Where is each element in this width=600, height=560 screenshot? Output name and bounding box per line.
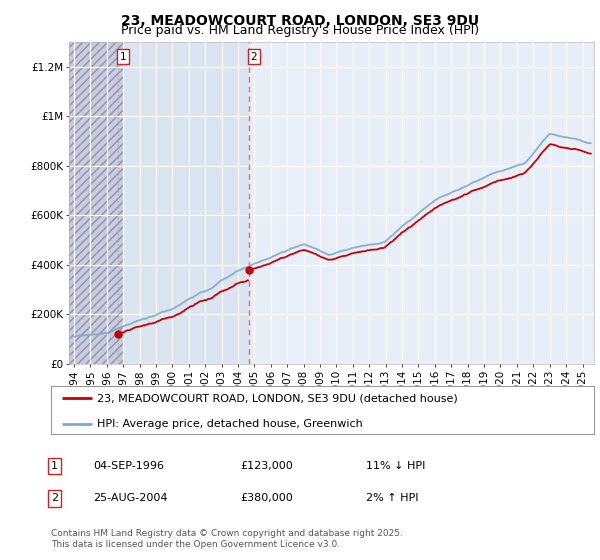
Text: 2% ↑ HPI: 2% ↑ HPI [366, 493, 419, 503]
Text: Price paid vs. HM Land Registry's House Price Index (HPI): Price paid vs. HM Land Registry's House … [121, 24, 479, 37]
Text: Contains HM Land Registry data © Crown copyright and database right 2025.
This d: Contains HM Land Registry data © Crown c… [51, 529, 403, 549]
Text: HPI: Average price, detached house, Greenwich: HPI: Average price, detached house, Gree… [97, 418, 363, 428]
Text: 2: 2 [251, 52, 257, 62]
Bar [69, 42, 123, 364]
Text: £123,000: £123,000 [240, 461, 293, 471]
Text: 11% ↓ HPI: 11% ↓ HPI [366, 461, 425, 471]
Text: 1: 1 [119, 52, 127, 62]
Text: 23, MEADOWCOURT ROAD, LONDON, SE3 9DU: 23, MEADOWCOURT ROAD, LONDON, SE3 9DU [121, 14, 479, 28]
Text: 23, MEADOWCOURT ROAD, LONDON, SE3 9DU (detached house): 23, MEADOWCOURT ROAD, LONDON, SE3 9DU (d… [97, 393, 458, 403]
Bar [69, 42, 123, 364]
Text: 25-AUG-2004: 25-AUG-2004 [93, 493, 167, 503]
Bar [123, 42, 248, 364]
Text: 1: 1 [51, 461, 58, 471]
Text: 2: 2 [51, 493, 58, 503]
Text: 04-SEP-1996: 04-SEP-1996 [93, 461, 164, 471]
Text: £380,000: £380,000 [240, 493, 293, 503]
